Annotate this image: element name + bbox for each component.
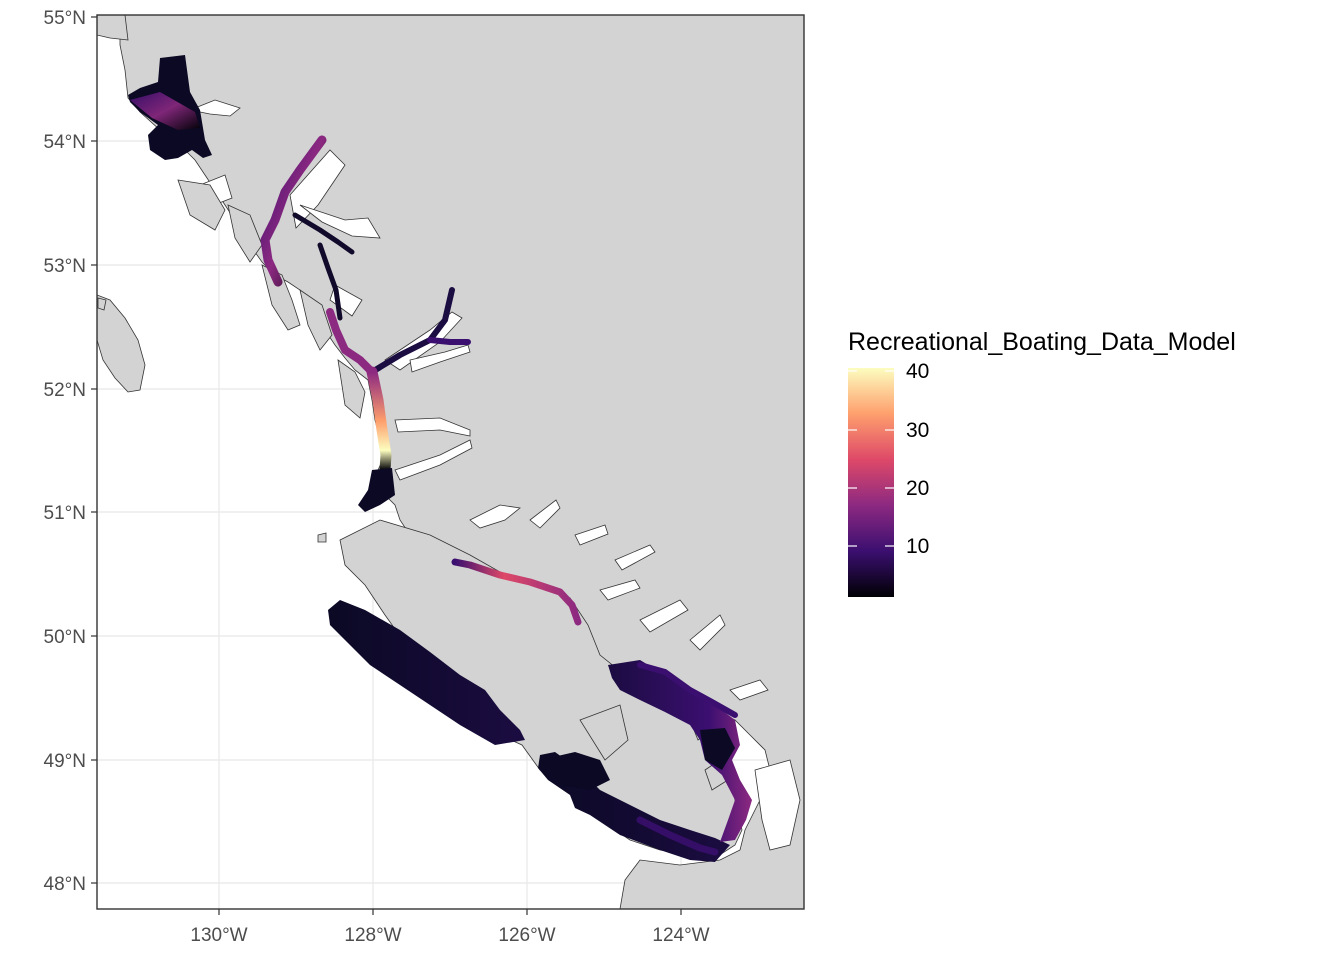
haida-gwaii — [97, 294, 146, 393]
density-inside-passage — [326, 308, 376, 376]
legend-tick-marks — [848, 370, 894, 547]
map-panel-border — [96, 14, 805, 910]
legend-tick-label-40: 40 — [906, 360, 929, 383]
color-legend: Recreational_Boating_Data_Model 40 30 20… — [848, 328, 1236, 597]
density-douglas-branch — [292, 212, 355, 255]
longitude-axis: 130°W 128°W 126°W 124°W — [190, 925, 709, 946]
haida-gwaii-north — [97, 15, 129, 41]
legend-tick-label-30: 30 — [906, 419, 929, 442]
lon-label-124: 124°W — [652, 925, 709, 946]
coastal-islands — [97, 179, 729, 791]
legend-title: Recreational_Boating_Data_Model — [848, 328, 1236, 356]
inlets — [188, 99, 801, 851]
lat-label-53: 53°N — [44, 256, 86, 277]
lat-label-50: 50°N — [44, 627, 86, 648]
density-barkley-sound — [540, 752, 610, 790]
density-gulf-islands — [700, 728, 735, 770]
lat-label-54: 54°N — [44, 132, 86, 153]
density-juan-de-fuca — [636, 816, 719, 856]
axis-ticks — [91, 16, 682, 915]
lon-label-130: 130°W — [190, 925, 247, 946]
density-north-coast-hot — [130, 92, 200, 130]
legend-tick-label-10: 10 — [906, 535, 929, 558]
density-west-coast-north — [328, 600, 525, 745]
density-johnstone-strait — [451, 558, 582, 626]
lon-label-128: 128°W — [344, 925, 401, 946]
legend-tick-label-20: 20 — [906, 477, 929, 500]
boating-density-raster — [128, 55, 752, 862]
lat-label-52: 52°N — [44, 380, 86, 401]
density-gardner-branch — [317, 242, 343, 321]
lon-label-126: 126°W — [498, 925, 555, 946]
lat-label-55: 55°N — [44, 8, 86, 29]
density-queen-charlotte-strait-north — [358, 468, 395, 512]
lat-label-48: 48°N — [44, 874, 86, 895]
density-desolation-sound — [637, 662, 738, 718]
lat-label-51: 51°N — [44, 503, 86, 524]
density-grenville-route — [260, 135, 327, 287]
density-dean-channel — [427, 337, 471, 345]
legend-colorbar — [848, 368, 894, 597]
lat-label-49: 49°N — [44, 751, 86, 772]
density-fitz-hugh-sound — [366, 366, 392, 476]
latitude-axis: 55°N 54°N 53°N 52°N 51°N 50°N 49°N 48°N — [44, 8, 86, 895]
